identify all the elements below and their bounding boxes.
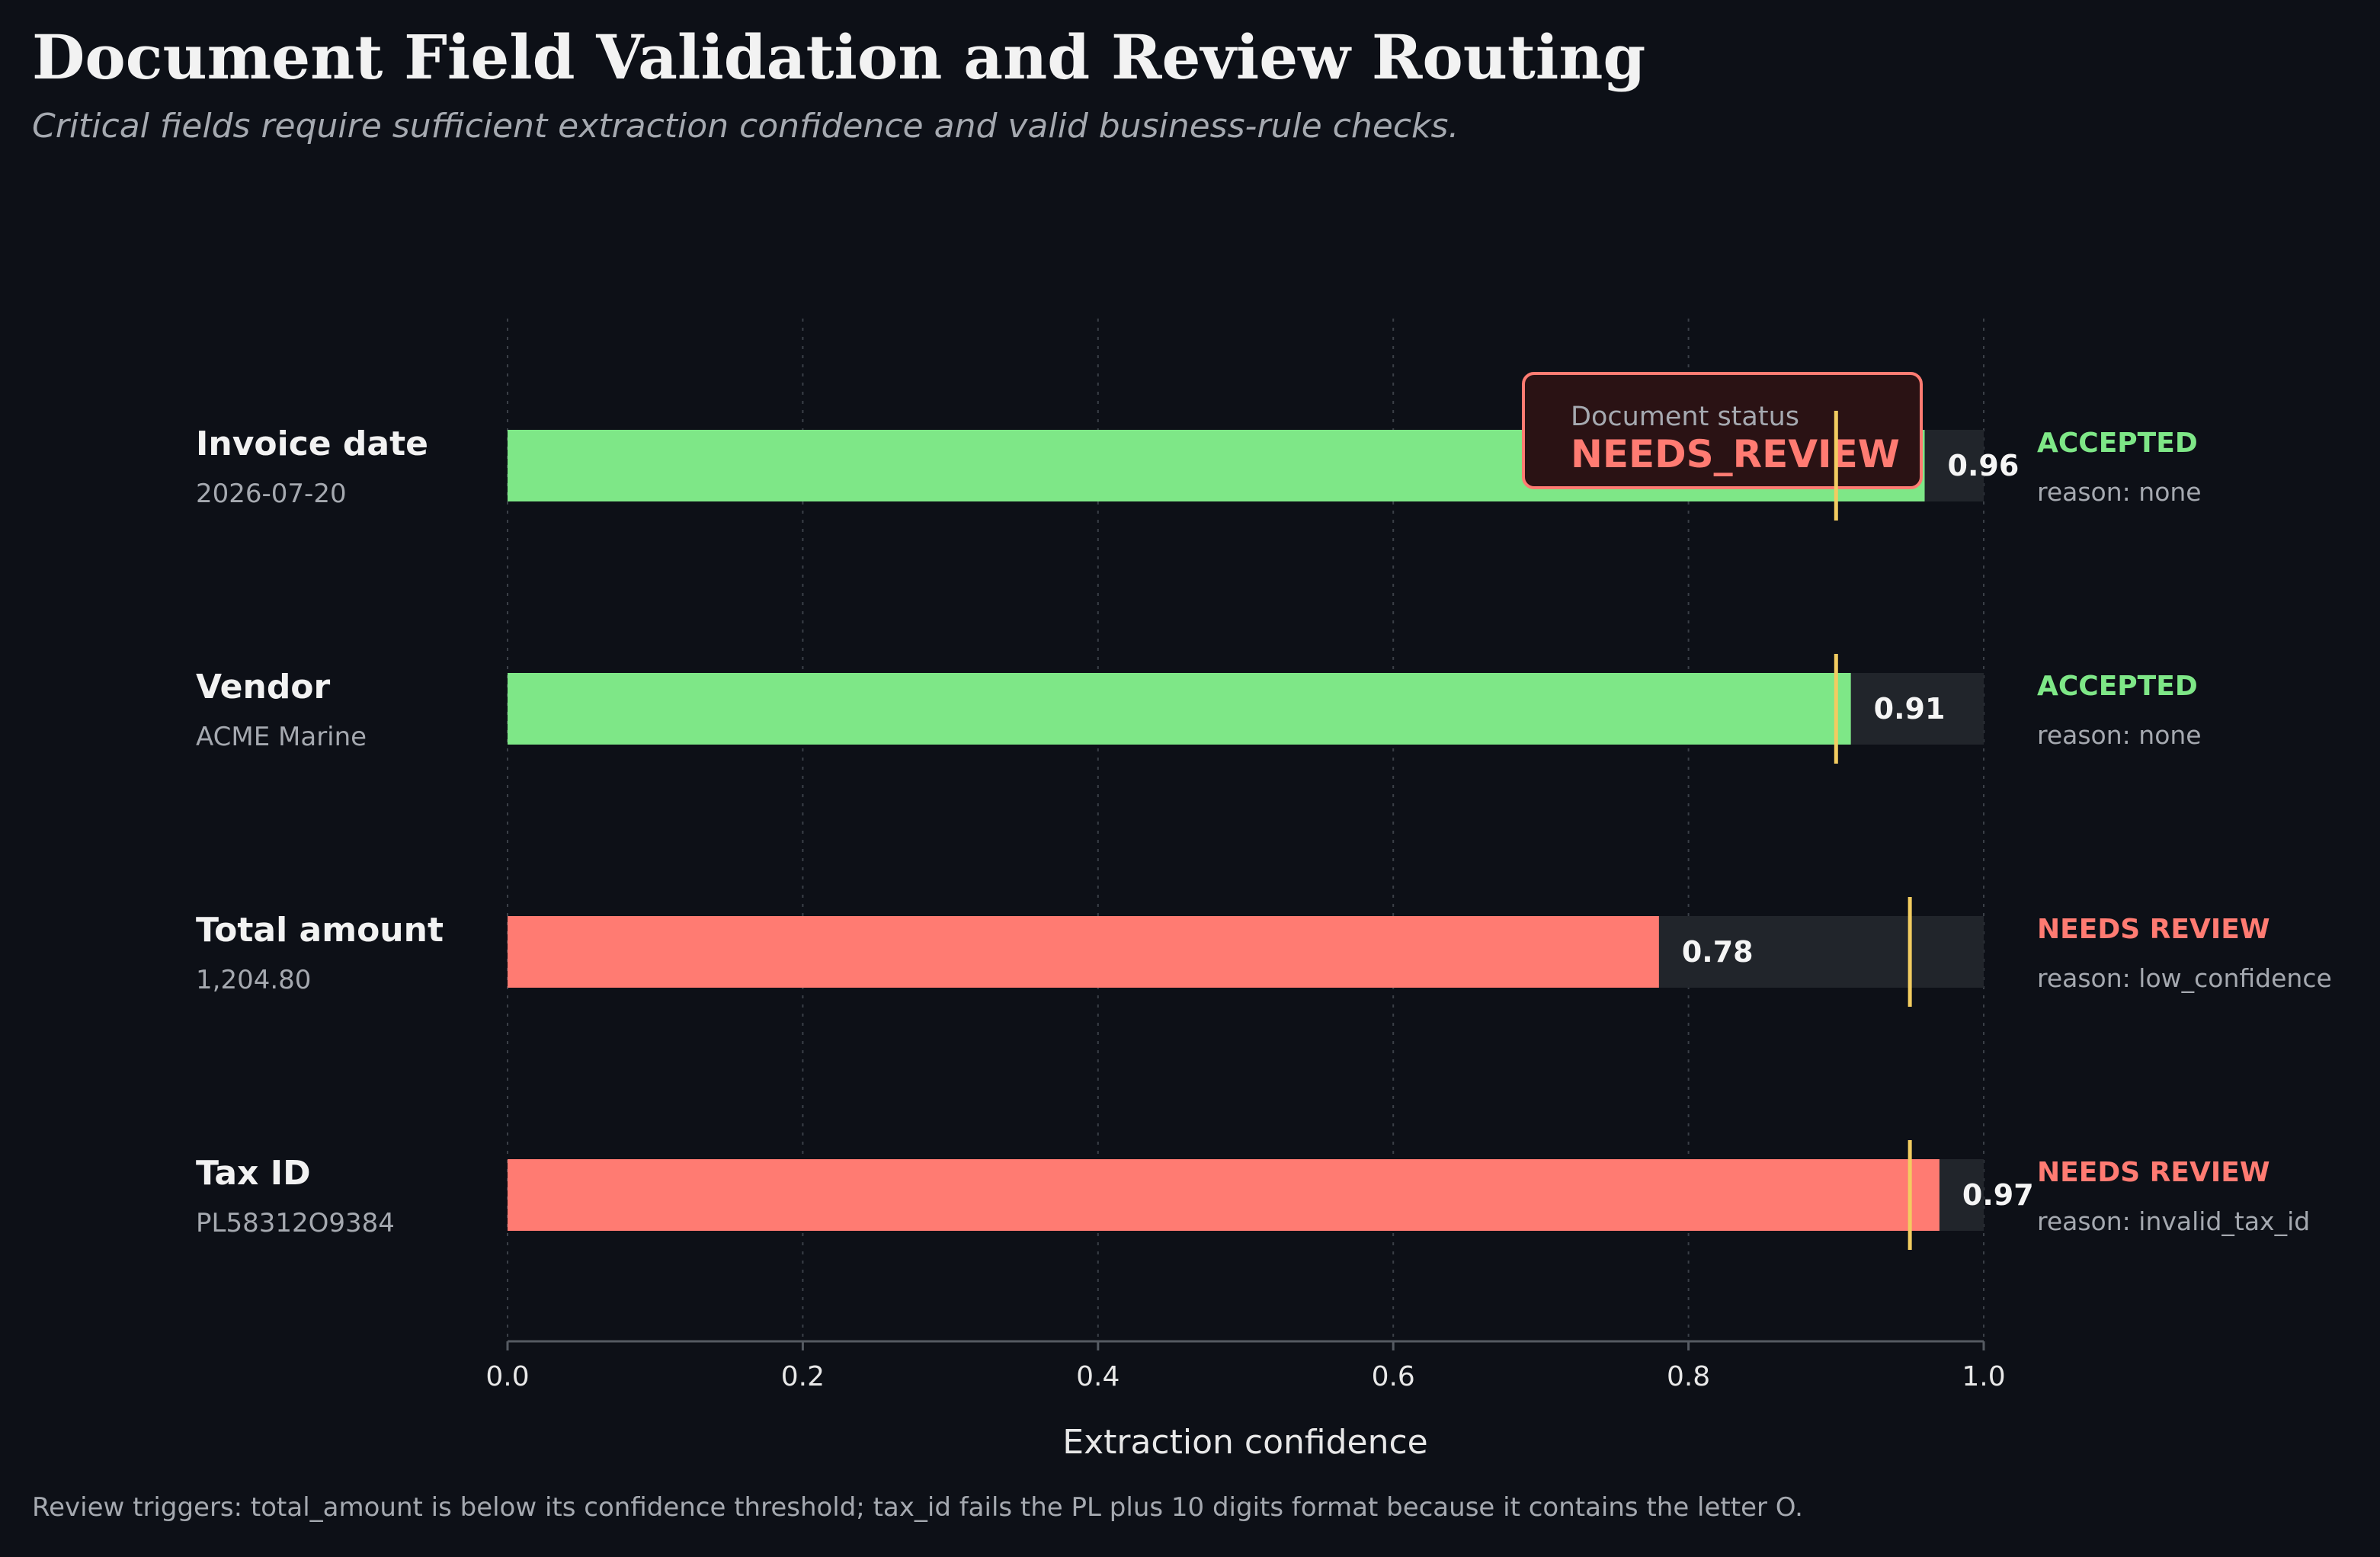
x-tick-label: 0.6 (1372, 1361, 1415, 1392)
status-callout-value: NEEDS_REVIEW (1571, 432, 1900, 476)
status-label: ACCEPTED (2037, 428, 2198, 459)
field-value-label: 2026-07-20 (196, 479, 347, 509)
reason-label: reason: none (2037, 477, 2202, 507)
status-label: NEEDS REVIEW (2037, 1157, 2270, 1188)
bar-value-label: 0.97 (1962, 1178, 2034, 1212)
reason-label: reason: invalid_tax_id (2037, 1206, 2310, 1236)
field-value-label: ACME Marine (196, 722, 367, 752)
confidence-bar (508, 1159, 1940, 1231)
field-name-label: Invoice date (196, 424, 428, 463)
x-tick-label: 0.2 (781, 1361, 825, 1392)
field-value-label: PL58312O9384 (196, 1208, 395, 1238)
status-labels: ACCEPTED reason: none ACCEPTED reason: none… (2037, 428, 2332, 1236)
status-callout: Document status NEEDS_REVIEW (1522, 372, 1923, 489)
x-axis-ticks: 0.0 0.2 0.4 0.6 0.8 1.0 (485, 1341, 2006, 1392)
threshold-markers (1834, 411, 1912, 1250)
field-name-label: Vendor (196, 668, 331, 706)
bar-tracks (508, 430, 1984, 1231)
reason-label: reason: none (2037, 720, 2202, 750)
field-name-label: Total amount (196, 911, 444, 950)
x-tick-label: 0.8 (1667, 1361, 1710, 1392)
confidence-bar (508, 673, 1851, 745)
x-tick-label: 0.0 (485, 1361, 529, 1392)
chart-title: Document Field Validation and Review Rou… (32, 21, 1646, 93)
confidence-bar (508, 916, 1659, 988)
footnote: Review triggers: total_amount is below i… (32, 1492, 1803, 1523)
status-label: NEEDS REVIEW (2037, 914, 2270, 945)
chart-subtitle: Critical fields require sufficient extra… (32, 107, 1459, 146)
bar-value-label: 0.78 (1682, 935, 1754, 969)
field-labels: Invoice date 2026-07-20 Vendor ACME Marine T… (196, 424, 444, 1238)
status-callout-box (1522, 372, 1923, 489)
field-value-label: 1,204.80 (196, 965, 311, 995)
reason-label: reason: low_confidence (2037, 963, 2332, 993)
value-labels: 0.96 0.91 0.78 0.97 (1682, 449, 2034, 1212)
x-axis-label: Extraction confidence (1062, 1423, 1427, 1462)
field-name-label: Tax ID (196, 1154, 311, 1193)
x-tick-label: 1.0 (1962, 1361, 2005, 1392)
status-callout-label: Document status (1571, 402, 1799, 432)
bar-value-label: 0.96 (1948, 449, 2020, 482)
status-label: ACCEPTED (2037, 671, 2198, 702)
confidence-bars (508, 430, 1940, 1231)
bar-value-label: 0.91 (1874, 692, 1946, 726)
x-tick-label: 0.4 (1076, 1361, 1120, 1392)
